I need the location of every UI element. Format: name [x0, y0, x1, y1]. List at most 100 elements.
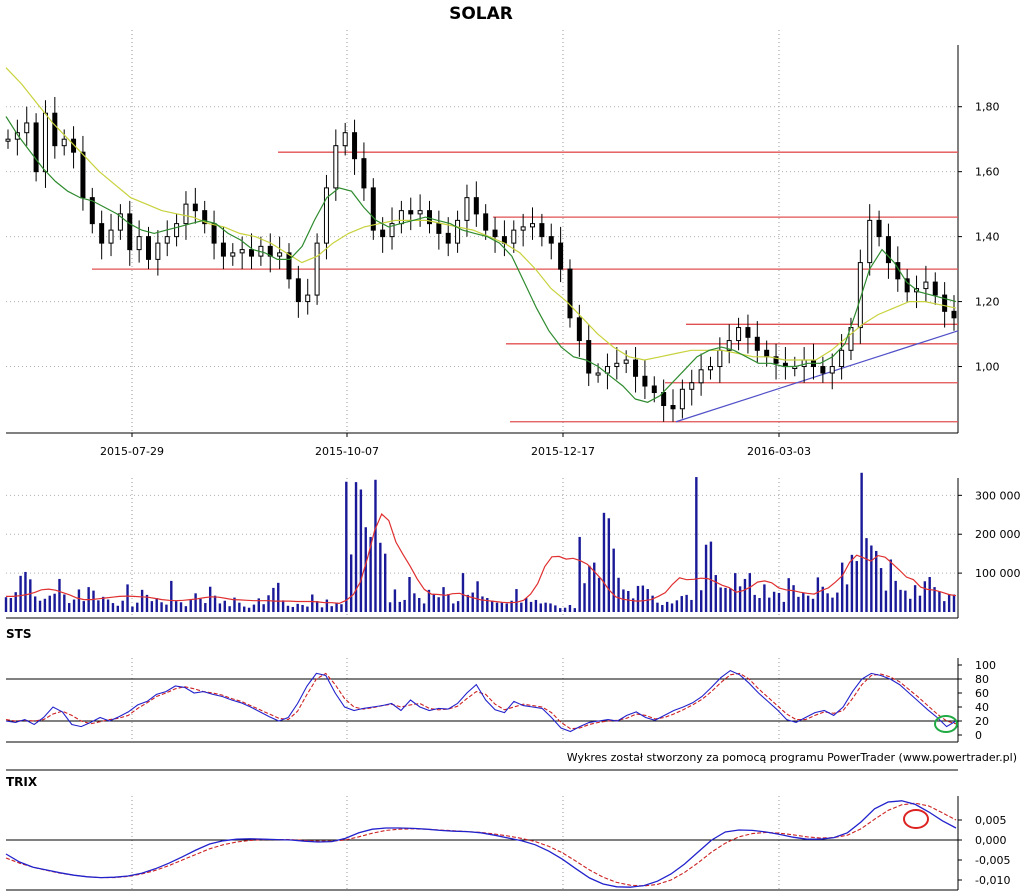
candle-body: [80, 151, 86, 199]
volume-bar: [899, 589, 902, 612]
volume-bar: [461, 573, 465, 612]
volume-bar: [281, 600, 285, 612]
x-tick-label: 2016-03-03: [747, 445, 811, 458]
volume-bar: [588, 565, 591, 612]
volume-bar: [787, 578, 790, 612]
volume-tick-label: 300 000: [975, 489, 1021, 502]
candle-body: [623, 359, 629, 364]
volume-bar: [690, 599, 693, 612]
volume-bar: [364, 527, 367, 612]
volume-bar: [136, 602, 139, 612]
candle-body: [249, 249, 255, 257]
sts-signal-line: [5, 672, 957, 730]
volume-bar: [204, 603, 207, 612]
volume-bar: [554, 605, 557, 612]
volume-bar: [680, 596, 683, 612]
candle-body: [136, 236, 142, 251]
volume-bar: [685, 594, 688, 612]
volume-bar: [296, 603, 299, 612]
volume-bar: [165, 604, 168, 612]
volume-bar: [520, 602, 523, 612]
candle-body: [108, 229, 114, 244]
volume-bar: [763, 584, 766, 612]
candle-body: [239, 249, 245, 254]
volume-bar: [456, 601, 460, 612]
volume-bar: [534, 599, 538, 612]
candle-body: [604, 366, 610, 374]
volume-bar: [77, 589, 81, 612]
volume-bar: [816, 577, 820, 612]
candle-body: [820, 366, 826, 374]
short-moving-average-line: [5, 116, 957, 403]
volume-bar: [573, 608, 576, 612]
volume-bar: [369, 536, 372, 612]
volume-bar: [724, 587, 727, 612]
y-tick-label: 1,20: [975, 296, 1000, 309]
volume-bar: [836, 592, 839, 612]
volume-bar: [913, 585, 917, 612]
volume-bar: [636, 585, 640, 612]
volume-bar: [14, 592, 17, 612]
volume-bar: [500, 602, 504, 612]
volume-bar: [466, 594, 470, 612]
volume-bar: [82, 601, 85, 612]
volume-bar: [505, 603, 508, 612]
volume-panel: [4, 472, 957, 612]
volume-bar: [286, 605, 290, 612]
candle-body: [839, 349, 845, 368]
volume-bar: [661, 605, 664, 612]
sts-tick-label: 40: [975, 701, 989, 714]
volume-bar: [447, 594, 450, 612]
sts-tick-label: 80: [975, 673, 989, 686]
volume-bar: [875, 550, 878, 612]
volume-bar: [267, 595, 270, 612]
candle-body: [586, 340, 592, 374]
volume-bar: [860, 472, 863, 612]
volume-bar: [578, 536, 581, 612]
volume-bar: [311, 594, 314, 612]
candle-body: [305, 294, 311, 303]
volume-bar: [29, 579, 32, 612]
volume-bar: [72, 599, 76, 612]
candle-body: [876, 219, 882, 238]
volume-bar: [131, 606, 134, 612]
volume-bar: [320, 607, 324, 612]
volume-bar: [486, 598, 489, 612]
volume-bar: [102, 596, 105, 612]
volume-bar: [97, 600, 100, 612]
trix-main-line: [5, 800, 957, 888]
volume-bar: [238, 602, 241, 612]
volume-bar: [408, 577, 411, 612]
candle-body: [829, 366, 835, 374]
volume-bar: [452, 603, 455, 612]
candle-body: [33, 122, 39, 173]
volume-bar: [257, 598, 260, 612]
volume-bar: [904, 590, 907, 612]
candle-body: [492, 229, 498, 238]
volume-bar: [291, 606, 295, 612]
trix-signal-line: [5, 802, 957, 887]
volume-bar: [422, 603, 426, 612]
volume-bar: [140, 589, 144, 612]
trix-panel: [5, 800, 958, 888]
candle-body: [323, 187, 329, 244]
volume-bar: [24, 571, 27, 612]
sts-tick-label: 20: [975, 715, 989, 728]
volume-bar: [845, 584, 849, 612]
volume-bar: [315, 601, 319, 612]
volume-bar: [325, 599, 329, 612]
volume-bar: [442, 587, 445, 612]
volume-bar: [748, 573, 752, 612]
long-moving-average-line: [5, 67, 957, 361]
volume-bar: [539, 603, 542, 612]
volume-bar: [758, 598, 761, 612]
volume-bar: [233, 597, 236, 612]
candle-body: [633, 359, 639, 377]
volume-bar: [602, 512, 606, 612]
candle-body: [689, 382, 695, 390]
volume-bar: [622, 589, 625, 612]
price-panel: [5, 67, 959, 423]
candle-body: [867, 219, 873, 264]
candle-body: [71, 138, 77, 153]
volume-bar: [68, 603, 71, 612]
